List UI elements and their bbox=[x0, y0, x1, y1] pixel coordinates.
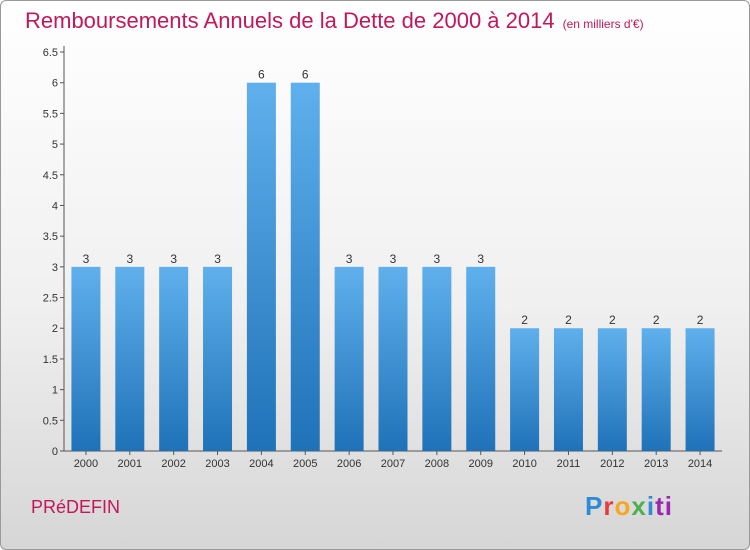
bar bbox=[597, 328, 627, 451]
proxiti-logo: Proxiti bbox=[585, 491, 673, 521]
y-tick-label: 6.5 bbox=[43, 47, 58, 59]
bar bbox=[159, 266, 189, 451]
bar bbox=[553, 328, 583, 451]
y-tick-label: 3 bbox=[52, 262, 58, 274]
bar-value-label: 3 bbox=[83, 252, 90, 266]
x-tick-label: 2008 bbox=[425, 458, 449, 470]
commune-name: PRéDEFIN bbox=[31, 497, 121, 517]
chart-title-text: Remboursements Annuels de la Dette de 20… bbox=[25, 8, 555, 33]
chart-title: Remboursements Annuels de la Dette de 20… bbox=[25, 8, 644, 34]
bar-value-label: 3 bbox=[390, 252, 397, 266]
bar-value-label: 3 bbox=[214, 252, 221, 266]
y-tick-label: 4 bbox=[52, 200, 58, 212]
y-tick-label: 0 bbox=[52, 446, 58, 458]
bar bbox=[71, 266, 101, 451]
bar-value-label: 3 bbox=[126, 252, 133, 266]
x-tick-label: 2003 bbox=[205, 458, 229, 470]
bar bbox=[334, 266, 364, 451]
bar-value-label: 6 bbox=[258, 68, 265, 82]
x-tick-label: 2004 bbox=[249, 458, 273, 470]
bar bbox=[246, 82, 276, 451]
bar bbox=[290, 82, 320, 451]
y-tick-label: 4.5 bbox=[43, 170, 58, 182]
bar-value-label: 2 bbox=[565, 313, 572, 327]
bar bbox=[466, 266, 496, 451]
bar bbox=[685, 328, 715, 451]
y-tick-label: 2.5 bbox=[43, 293, 58, 305]
bar bbox=[510, 328, 540, 451]
bar-value-label: 3 bbox=[477, 252, 484, 266]
y-tick-label: 6 bbox=[52, 78, 58, 90]
chart-bars: 3 3 3 3 6 6 3 3 3 3 2 2 2 2 2 bbox=[71, 68, 715, 451]
x-tick-label: 2014 bbox=[688, 458, 712, 470]
x-tick-label: 2007 bbox=[381, 458, 405, 470]
y-tick-label: 1.5 bbox=[43, 354, 58, 366]
x-tick-label: 2005 bbox=[293, 458, 317, 470]
bar-value-label: 3 bbox=[170, 252, 177, 266]
chart-axes: 0 0.5 1 1.5 2 2.5 3 3.5 4 4.5 5 5.5 6 6.5 2000 2001 2002… bbox=[43, 46, 722, 470]
bar-value-label: 3 bbox=[434, 252, 441, 266]
bar-value-label: 2 bbox=[653, 313, 660, 327]
bar-value-label: 2 bbox=[697, 313, 704, 327]
x-tick-label: 2012 bbox=[600, 458, 624, 470]
x-tick-label: 2002 bbox=[161, 458, 185, 470]
bar bbox=[641, 328, 671, 451]
y-tick-label: 5 bbox=[52, 139, 58, 151]
bar bbox=[378, 266, 408, 451]
y-tick-label: 2 bbox=[52, 323, 58, 335]
x-tick-label: 2006 bbox=[337, 458, 361, 470]
bar-value-label: 2 bbox=[521, 313, 528, 327]
x-tick-label: 2001 bbox=[118, 458, 142, 470]
bar-value-label: 6 bbox=[302, 68, 309, 82]
y-tick-label: 0.5 bbox=[43, 415, 58, 427]
bar bbox=[115, 266, 145, 451]
x-tick-label: 2010 bbox=[512, 458, 536, 470]
x-tick-label: 2009 bbox=[468, 458, 492, 470]
bar-value-label: 3 bbox=[346, 252, 353, 266]
x-tick-label: 2011 bbox=[557, 458, 581, 470]
bar-value-label: 2 bbox=[609, 313, 616, 327]
chart-unit-label: (en milliers d'€) bbox=[562, 17, 644, 31]
x-tick-label: 2000 bbox=[74, 458, 98, 470]
y-tick-label: 5.5 bbox=[43, 108, 58, 120]
x-tick-label: 2013 bbox=[644, 458, 668, 470]
bar bbox=[422, 266, 452, 451]
bar bbox=[203, 266, 233, 451]
y-tick-label: 1 bbox=[52, 385, 58, 397]
y-tick-label: 3.5 bbox=[43, 231, 58, 243]
